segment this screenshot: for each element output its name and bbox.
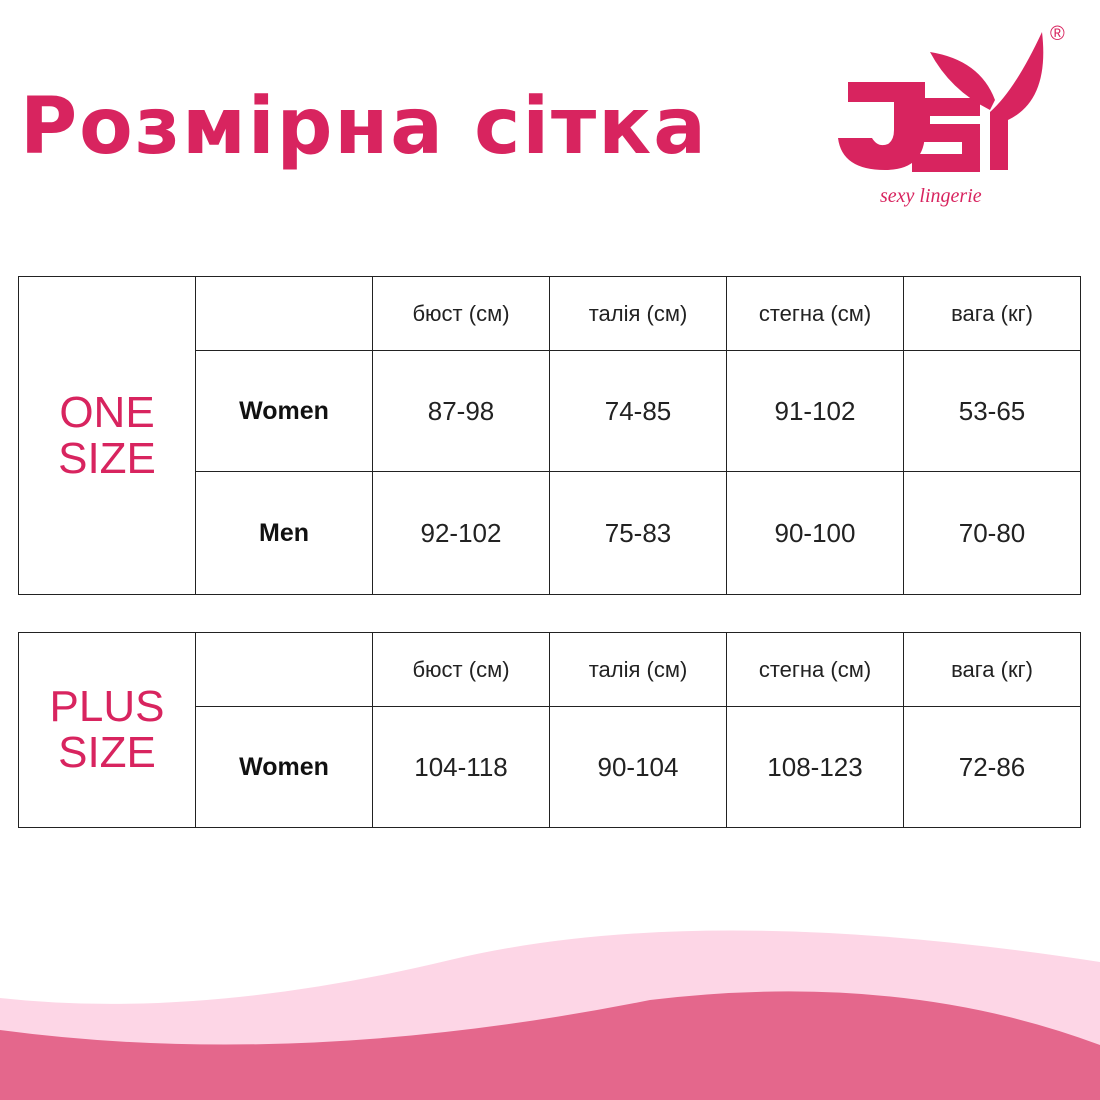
svg-text:®: ®	[1050, 23, 1065, 45]
table-row: Women 104-118 90-104 108-123 72-86	[19, 706, 1081, 828]
svg-text:sexy lingerie: sexy lingerie	[880, 185, 982, 207]
decorative-wave	[0, 930, 1100, 1100]
header-bust: бюст (см)	[372, 276, 550, 351]
header-hips: стегна (см)	[726, 276, 904, 351]
plus-size-label: PLUS SIZE	[18, 632, 196, 828]
brand-logo: sexy lingerie ®	[838, 23, 1065, 207]
one-size-label: ONE SIZE	[18, 276, 196, 595]
table-row: Men 92-102 75-83 90-100 70-80	[19, 471, 1081, 595]
plus-size-table: PLUS SIZE бюст (см) талія (см) стегна (см…	[18, 632, 1081, 828]
header-weight: вага (кг)	[903, 276, 1081, 351]
page-title: Розмірна сітка	[20, 82, 708, 172]
one-size-table: ONE SIZE бюст (см) талія (см) стегна (см)…	[18, 276, 1081, 595]
header-waist: талія (см)	[549, 276, 727, 351]
